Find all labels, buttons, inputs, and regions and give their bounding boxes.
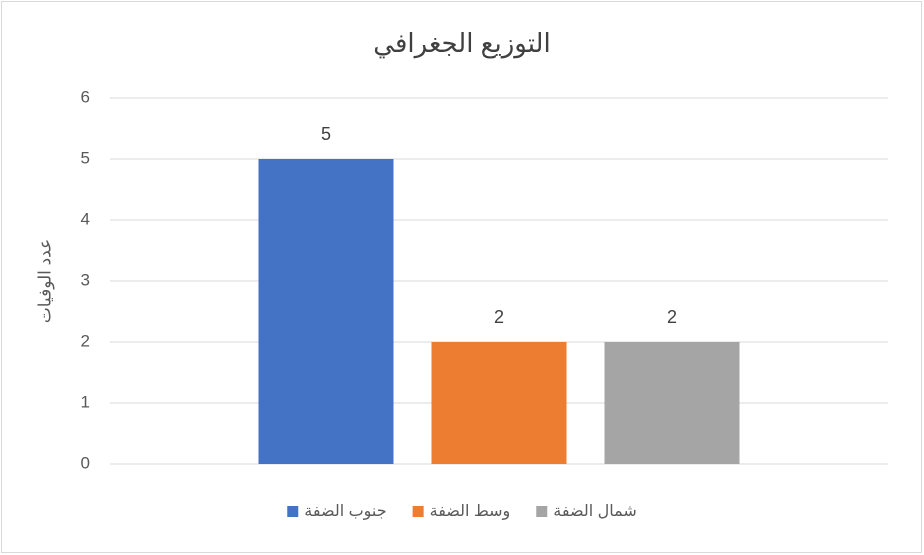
legend-label: شمال الضفة <box>553 503 636 520</box>
value-label: 5 <box>321 124 331 144</box>
y-tick-label: 4 <box>81 209 90 228</box>
legend-swatch <box>287 506 299 517</box>
value-label: 2 <box>494 307 504 327</box>
y-tick-label: 1 <box>81 392 90 411</box>
legend-swatch <box>412 506 424 517</box>
bar <box>431 342 567 464</box>
y-tick-label: 2 <box>81 331 90 350</box>
y-axis-label: عدد الوفيات <box>35 239 54 324</box>
legend-swatch <box>536 506 548 517</box>
y-tick-label: 5 <box>81 148 90 167</box>
legend-label: وسط الضفة <box>430 503 511 521</box>
bar <box>604 342 740 464</box>
bar <box>258 159 394 464</box>
legend-label: جنوب الضفة <box>304 503 386 521</box>
value-label: 2 <box>667 307 677 327</box>
y-tick-label: 6 <box>81 87 90 106</box>
chart-title: التوزيع الجغرافي <box>373 28 550 59</box>
y-tick-label: 3 <box>81 270 90 289</box>
y-tick-label: 0 <box>81 453 90 472</box>
